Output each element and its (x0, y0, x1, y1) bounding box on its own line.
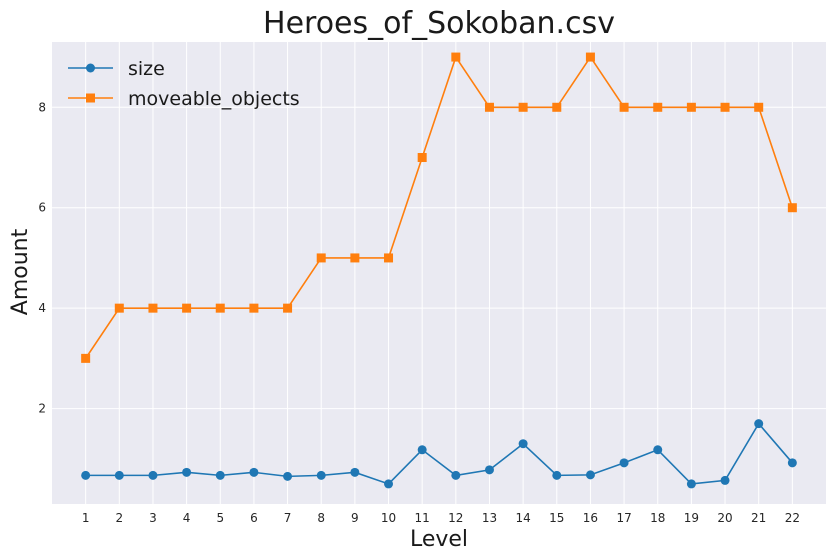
legend-marker (86, 93, 95, 103)
x-tick-label: 17 (616, 511, 631, 525)
data-point (686, 479, 696, 489)
data-point (552, 102, 562, 112)
x-tick-label: 22 (785, 511, 800, 525)
data-point (316, 253, 326, 263)
data-point (384, 253, 394, 263)
series-moveable-objects (81, 52, 797, 363)
y-tick-label: 8 (38, 100, 46, 114)
data-point (552, 470, 562, 480)
x-tick-label: 5 (216, 511, 224, 525)
data-point (114, 303, 124, 313)
data-point (720, 102, 730, 112)
x-tick-label: 7 (284, 511, 292, 525)
data-point (484, 102, 494, 112)
data-point (81, 353, 91, 363)
x-tick-label: 6 (250, 511, 258, 525)
series-line (85, 422, 793, 485)
data-point (249, 303, 259, 313)
data-point (215, 470, 225, 480)
y-tick-label: 4 (38, 301, 46, 315)
data-point (384, 479, 394, 489)
data-point (316, 470, 326, 480)
data-point (720, 475, 730, 485)
legend-marker (86, 63, 95, 73)
y-axis-label: Amount (8, 228, 33, 315)
legend-label: moveable_objects (128, 88, 300, 110)
x-tick-label: 21 (751, 511, 766, 525)
x-tick-label: 9 (351, 511, 359, 525)
data-point (148, 303, 158, 313)
data-point (283, 471, 293, 481)
series-layer (81, 52, 797, 489)
series-line (84, 55, 794, 359)
legend-item: size (68, 58, 165, 80)
data-point (417, 445, 427, 455)
x-tick-label: 15 (549, 511, 564, 525)
data-point (585, 52, 595, 62)
data-point (451, 470, 461, 480)
data-point (653, 445, 663, 455)
x-tick-label: 16 (583, 511, 598, 525)
data-point (182, 303, 192, 313)
data-point (182, 467, 192, 477)
x-tick-label: 14 (515, 511, 530, 525)
data-point (585, 470, 595, 480)
x-tick-label: 2 (115, 511, 123, 525)
x-tick-label: 12 (448, 511, 463, 525)
x-tick-label: 1 (82, 511, 90, 525)
data-point (484, 465, 494, 475)
x-tick-label: 13 (482, 511, 497, 525)
data-point (215, 303, 225, 313)
data-point (754, 419, 764, 429)
x-tick-labels: 1 2 3 4 5 6 7 8 9 10 11 12 13 14 15 16 17 18 19 20 21 22 (82, 511, 800, 525)
data-point (754, 102, 764, 112)
data-point (653, 102, 663, 112)
data-point (114, 470, 124, 480)
data-point (451, 52, 461, 62)
legend: size moveable_objects (68, 58, 300, 110)
data-point (686, 102, 696, 112)
data-point (787, 458, 797, 468)
data-point (518, 439, 528, 449)
x-tick-label: 19 (684, 511, 699, 525)
plot-area (52, 42, 826, 504)
x-tick-label: 3 (149, 511, 157, 525)
x-tick-label: 11 (415, 511, 430, 525)
data-point (81, 470, 91, 480)
y-tick-labels: 2 4 6 8 (38, 100, 46, 415)
data-point (249, 467, 259, 477)
x-tick-label: 4 (183, 511, 191, 525)
data-point (619, 458, 629, 468)
data-point (350, 467, 360, 477)
x-axis-label: Level (410, 527, 468, 552)
data-point (787, 203, 797, 213)
chart-title: Heroes_of_Sokoban.csv (263, 6, 615, 41)
data-point (148, 470, 158, 480)
x-tick-label: 8 (317, 511, 325, 525)
y-tick-label: 2 (38, 402, 46, 416)
series-size (81, 419, 797, 489)
x-tick-label: 18 (650, 511, 665, 525)
grid-lines (52, 42, 826, 504)
y-tick-label: 6 (38, 201, 46, 215)
data-point (350, 253, 360, 263)
x-tick-label: 20 (717, 511, 732, 525)
data-point (417, 153, 427, 162)
data-point (283, 303, 293, 313)
x-tick-label: 10 (381, 511, 396, 525)
legend-label: size (128, 58, 165, 80)
legend-item: moveable_objects (68, 88, 300, 110)
data-point (619, 102, 629, 112)
data-point (518, 102, 528, 112)
